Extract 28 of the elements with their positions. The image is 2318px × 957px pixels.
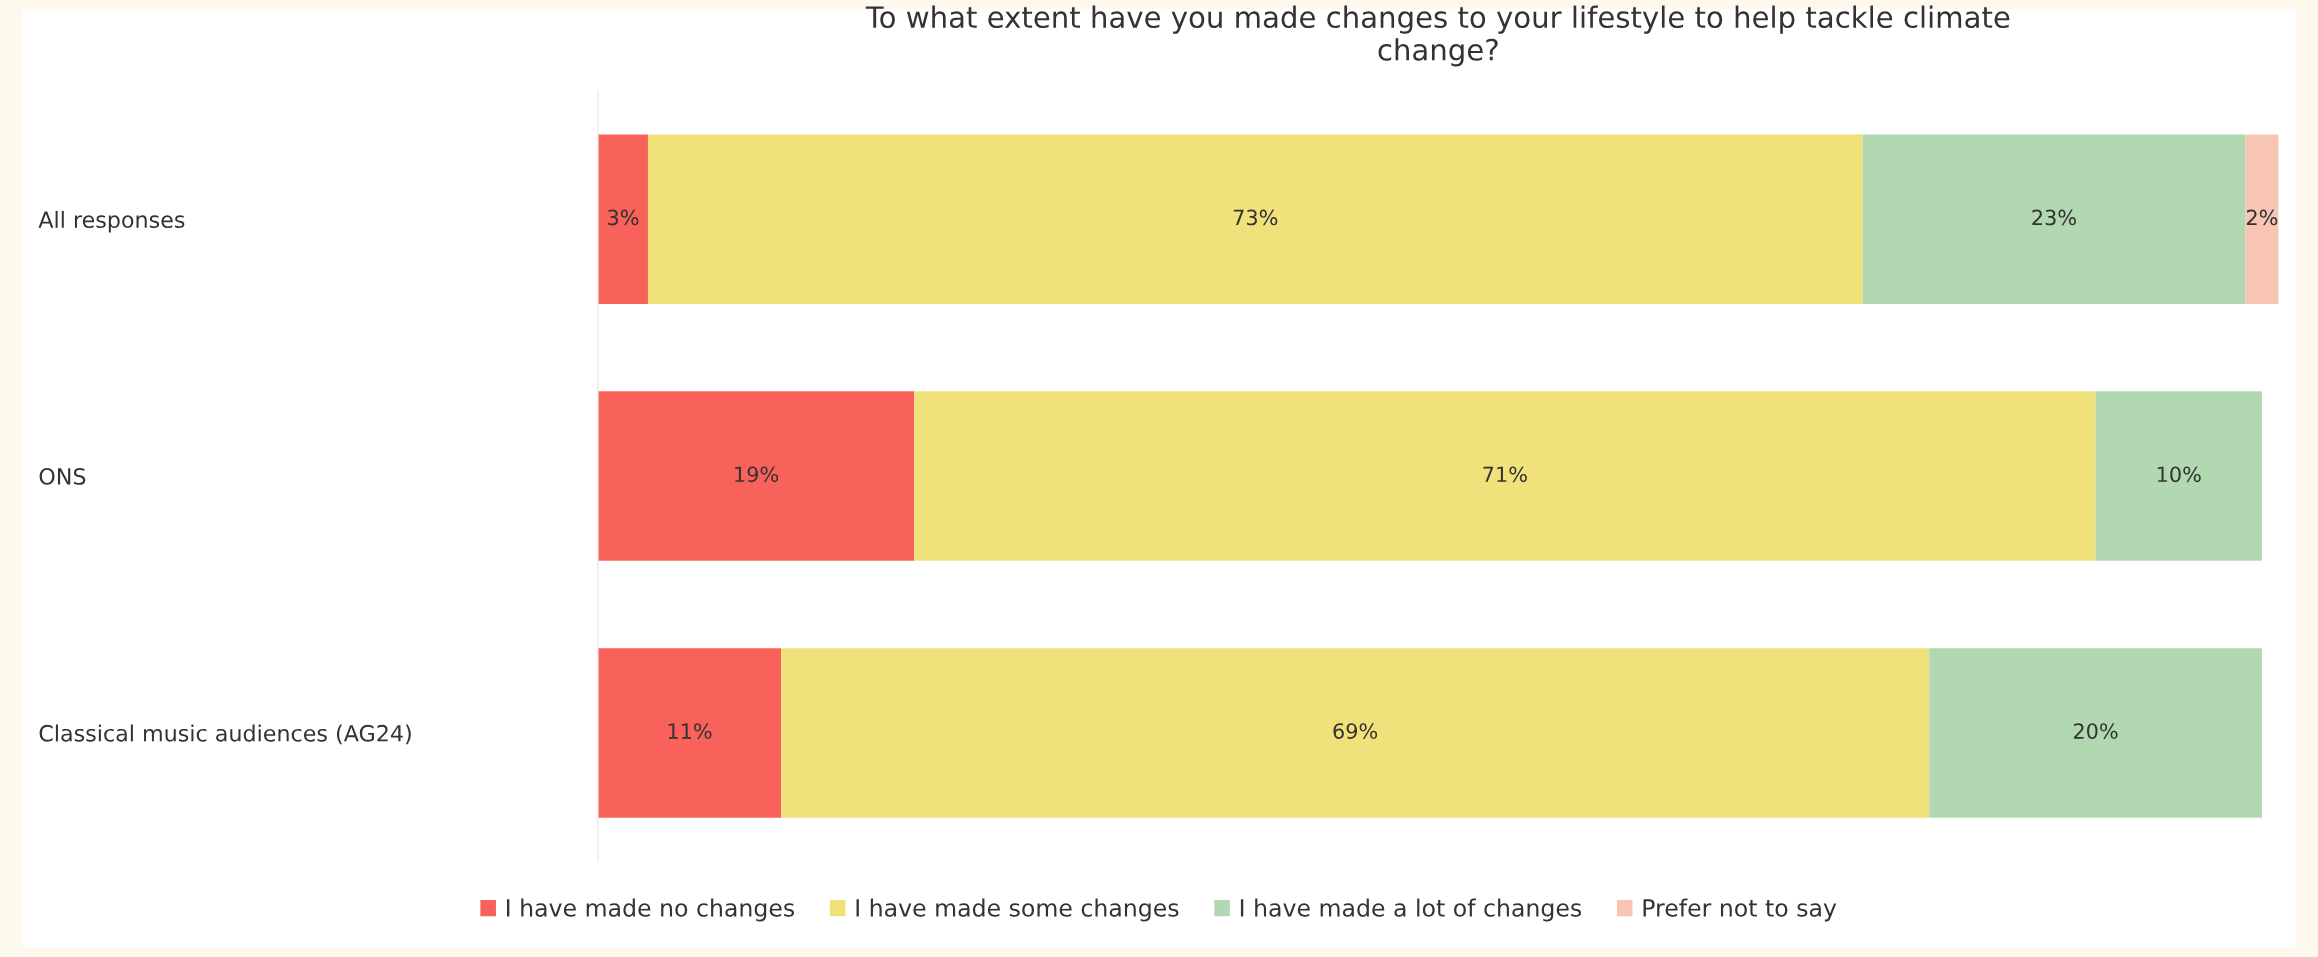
- bar: [1929, 648, 2262, 818]
- data-label: 11%: [668, 723, 712, 739]
- data-label: 69%: [1333, 723, 1378, 739]
- bar: [1862, 134, 2246, 305]
- data-label: 10%: [2157, 466, 2201, 483]
- bar: [2245, 134, 2279, 305]
- bar: [781, 648, 1930, 818]
- data-label: 3%: [608, 209, 639, 226]
- bar: [598, 391, 915, 561]
- legend-label: I have made a lot of changes: [1240, 898, 1582, 922]
- data-label: 73%: [1233, 209, 1278, 226]
- y-tick-label: ONS: [39, 468, 86, 485]
- chart-title: To what extent have you made changes to your lifestyle to help tackle climate change?: [865, 5, 2010, 67]
- y-tick-label: All responses: [38, 210, 185, 233]
- bar: [914, 391, 2096, 561]
- legend-label: Prefer not to say: [1643, 898, 1837, 922]
- data-label: 2%: [2246, 209, 2278, 226]
- bar: [598, 648, 782, 818]
- bar: [598, 134, 648, 305]
- data-label: 71%: [1483, 466, 1527, 483]
- data-label: 20%: [2073, 723, 2118, 739]
- bar: [2095, 391, 2262, 561]
- y-tick-label: Classical music audiences (AG24): [39, 724, 411, 745]
- data-label: 23%: [2032, 209, 2076, 226]
- bar: [647, 134, 1863, 305]
- legend-label: I have made no changes: [506, 898, 795, 922]
- data-label: 19%: [735, 466, 779, 483]
- legend-label: I have made some changes: [856, 898, 1179, 922]
